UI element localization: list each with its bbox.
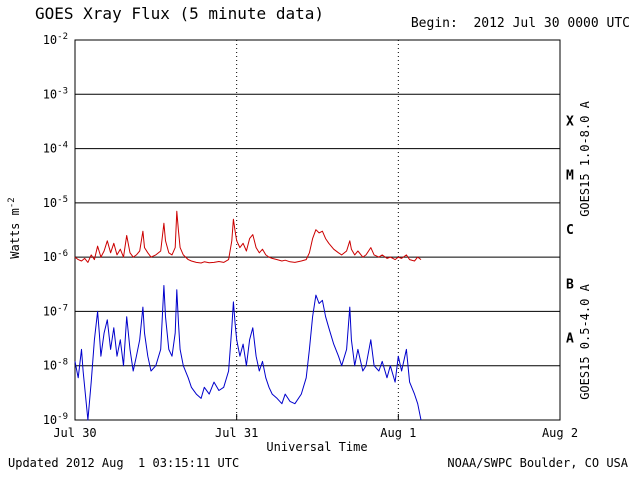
y-tick-label: 10-5 xyxy=(43,195,68,210)
y-axis-title-text: Watts m xyxy=(8,208,22,259)
y-axis-title-exponent: -2 xyxy=(7,197,17,209)
x-tick-label: Aug 1 xyxy=(380,426,416,440)
x-tick-label: Jul 30 xyxy=(53,426,96,440)
y-tick-label: 10-3 xyxy=(43,86,68,101)
series-line-red xyxy=(74,210,422,264)
flare-class-label: M xyxy=(566,169,574,184)
y-axis-title: Watts m-2 xyxy=(7,168,23,288)
begin-timestamp: Begin: 2012 Jul 30 0000 UTC xyxy=(410,16,630,31)
chart-title: GOES Xray Flux (5 minute data) xyxy=(35,4,324,23)
series-line-blue xyxy=(74,285,422,421)
x-tick-label: Aug 2 xyxy=(542,426,578,440)
x-tick-label: Jul 31 xyxy=(215,426,258,440)
plot-border xyxy=(74,39,561,421)
series-label-long-wave: GOES15 1.0-8.0 A xyxy=(578,101,592,217)
y-tick-label: 10-9 xyxy=(43,412,68,427)
y-tick-label: 10-2 xyxy=(43,32,68,47)
flare-class-label: B xyxy=(566,277,574,292)
y-tick-label: 10-7 xyxy=(43,303,68,318)
x-axis-title: Universal Time xyxy=(266,440,368,454)
updated-timestamp: Updated 2012 Aug 1 03:15:11 UTC xyxy=(8,456,240,470)
y-tick-label: 10-8 xyxy=(43,358,68,373)
flare-class-label: C xyxy=(566,223,574,238)
series-label-short-wave: GOES15 0.5-4.0 A xyxy=(578,284,592,400)
y-tick-label: 10-4 xyxy=(43,141,68,156)
credit-text: NOAA/SWPC Boulder, CO USA xyxy=(447,456,628,470)
flare-class-label: A xyxy=(566,332,574,347)
y-tick-label: 10-6 xyxy=(43,249,68,264)
flare-class-label: X xyxy=(566,114,574,129)
